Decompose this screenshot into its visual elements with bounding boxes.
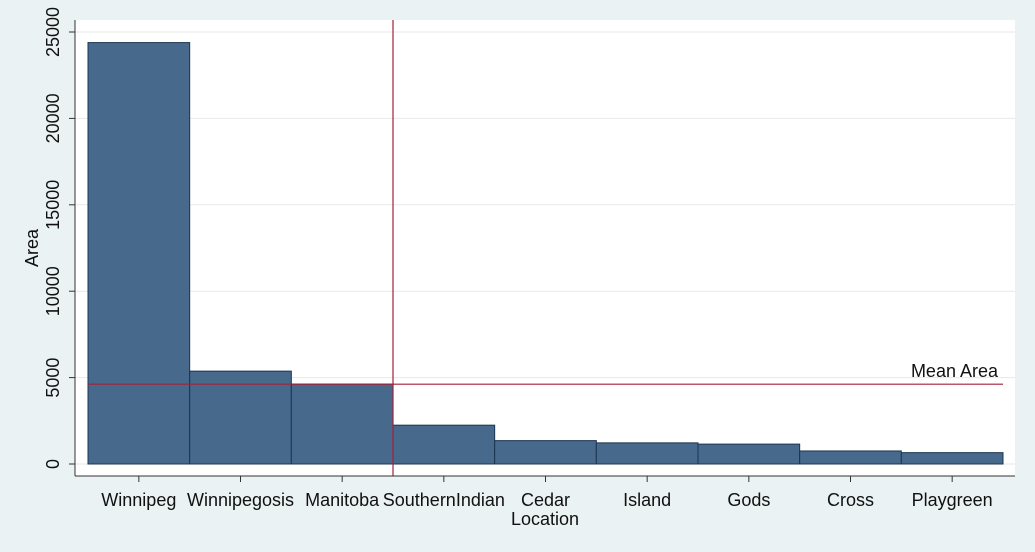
- reference-lines: Mean Area: [88, 20, 1003, 476]
- x-tick-label: Playgreen: [912, 490, 993, 510]
- x-tick-label: Island: [623, 490, 671, 510]
- mean-area-label: Mean Area: [911, 361, 999, 381]
- y-tick-label: 25000: [43, 7, 63, 57]
- y-tick-label: 5000: [43, 358, 63, 398]
- x-tick-label: Cross: [827, 490, 874, 510]
- x-tick-label: SouthernIndian: [383, 490, 505, 510]
- x-tick-label: Gods: [727, 490, 770, 510]
- x-axis-title: Location: [511, 509, 579, 529]
- bar-winnipeg: [87, 42, 191, 465]
- y-tick-label: 20000: [43, 93, 63, 143]
- y-axis-title: Area: [22, 228, 42, 267]
- bar-cross: [799, 450, 902, 465]
- bars: [87, 42, 1004, 465]
- x-tick-label: Manitoba: [305, 490, 380, 510]
- y-axis-ticks: 0 5000 10000 15000 20000 25000: [43, 7, 75, 469]
- bar-cedar: [494, 440, 597, 465]
- bar-southernindian: [392, 424, 496, 465]
- x-tick-label: Winnipeg: [101, 490, 176, 510]
- y-tick-label: 10000: [43, 266, 63, 316]
- y-tick-label: 15000: [43, 180, 63, 230]
- bar-gods: [697, 443, 801, 465]
- bar-island: [595, 442, 699, 465]
- bar-manitoba: [290, 383, 394, 465]
- bar-winnipegosis: [189, 370, 292, 465]
- x-tick-label: Winnipegosis: [187, 490, 294, 510]
- bar-playgreen: [900, 452, 1004, 465]
- x-tick-label: Cedar: [521, 490, 570, 510]
- x-axis-ticks: Winnipeg Winnipegosis Manitoba SouthernIndi…: [101, 476, 993, 510]
- y-tick-label: 0: [43, 459, 63, 469]
